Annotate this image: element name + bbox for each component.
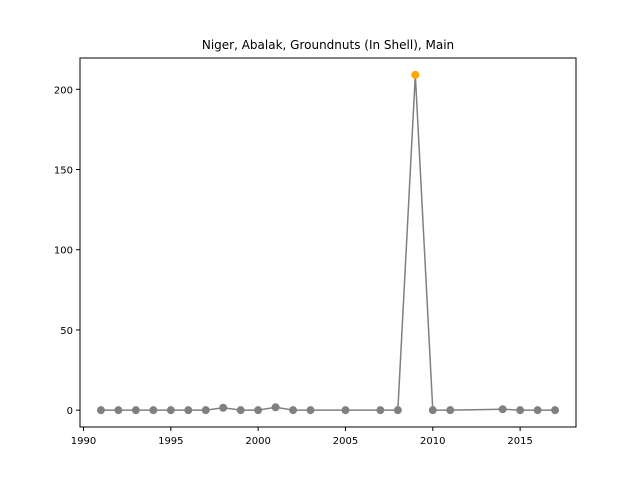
data-point (131, 406, 140, 415)
plot-area (96, 70, 560, 415)
data-point (498, 405, 507, 414)
data-point (551, 406, 560, 415)
x-axis: 1990 1995 2000 2005 2010 2015 (71, 427, 533, 447)
data-point (271, 403, 280, 412)
data-point (236, 406, 245, 415)
data-point (114, 406, 123, 415)
data-point (533, 406, 542, 415)
x-tick-label: 2010 (420, 436, 445, 447)
y-tick-label: 200 (54, 85, 73, 96)
data-point (306, 406, 315, 415)
data-point (376, 406, 385, 415)
axes-frame (79, 57, 577, 428)
x-tick-label: 2015 (507, 436, 532, 447)
data-point (341, 406, 350, 415)
x-tick-label: 2005 (333, 436, 358, 447)
data-point (289, 406, 298, 415)
y-axis: 0 50 100 150 200 (54, 85, 80, 417)
data-point (393, 406, 402, 415)
data-point (149, 406, 158, 415)
data-point (96, 406, 105, 415)
data-point (254, 406, 263, 415)
x-tick-label: 1990 (71, 436, 96, 447)
data-point (166, 406, 175, 415)
data-point (446, 406, 455, 415)
highlight-point (411, 70, 420, 79)
x-tick-label: 2000 (245, 436, 270, 447)
y-tick-label: 0 (67, 406, 73, 417)
series-line (100, 74, 556, 411)
y-tick-label: 150 (54, 166, 73, 177)
data-point (516, 406, 525, 415)
data-point (219, 403, 228, 412)
x-tick-label: 1995 (158, 436, 183, 447)
y-tick-label: 100 (54, 246, 73, 257)
data-point (428, 406, 437, 415)
data-point (201, 406, 210, 415)
chart-title: Niger, Abalak, Groundnuts (In Shell), Ma… (202, 38, 454, 52)
data-point (184, 406, 193, 415)
y-tick-label: 50 (60, 326, 73, 337)
